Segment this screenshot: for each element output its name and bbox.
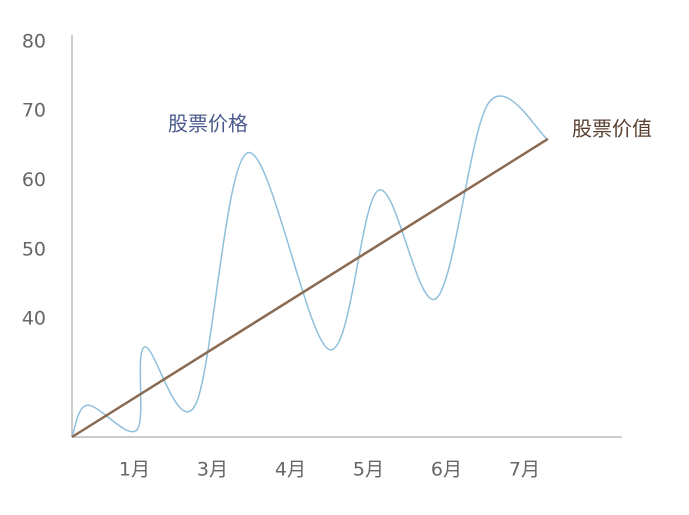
annotation: 股票价值 xyxy=(572,117,652,141)
x-tick-label: 3月 xyxy=(197,459,228,481)
line-series xyxy=(71,95,549,438)
x-tick-label: 5月 xyxy=(353,459,384,481)
x-tick-label: 1月 xyxy=(119,459,150,481)
y-tick-label: 60 xyxy=(22,169,46,191)
line-series xyxy=(71,137,549,439)
x-tick-label: 7月 xyxy=(509,459,540,481)
x-tick-label: 4月 xyxy=(275,459,306,481)
y-tick-label: 80 xyxy=(22,30,46,52)
y-tick-label: 40 xyxy=(22,308,46,330)
annotation: 股票价格 xyxy=(168,112,248,136)
x-tick-label: 6月 xyxy=(431,459,462,481)
y-tick-label: 70 xyxy=(22,100,46,122)
y-tick-label: 50 xyxy=(22,238,46,260)
